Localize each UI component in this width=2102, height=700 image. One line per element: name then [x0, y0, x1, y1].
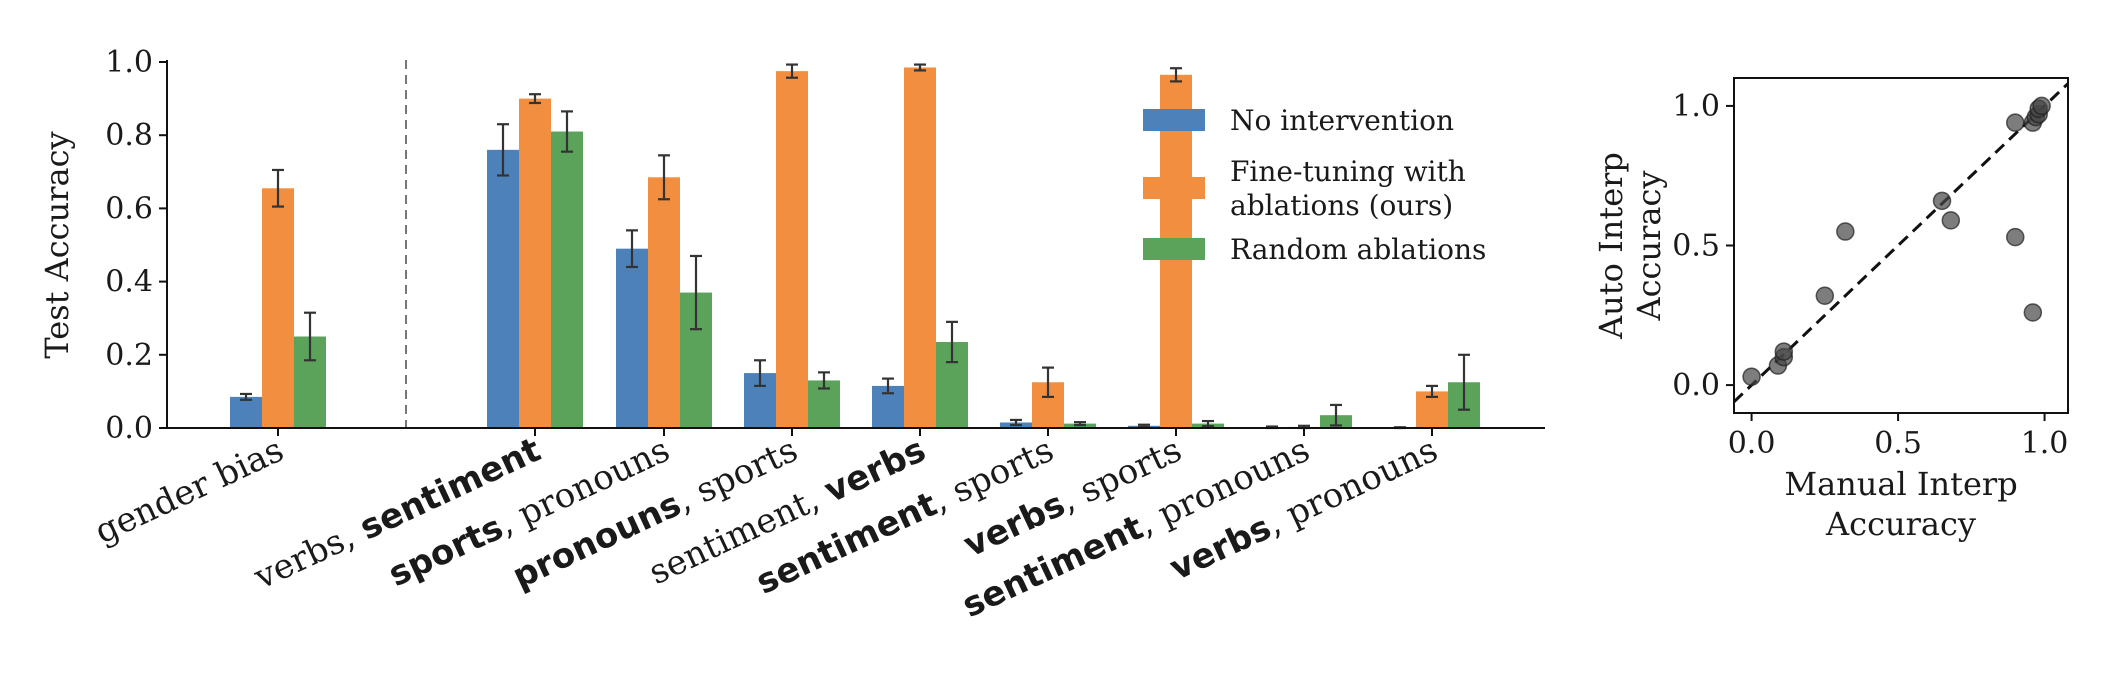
- y-tick-label: 1.0: [1672, 89, 1720, 124]
- bar: [519, 98, 551, 428]
- legend-entry: No intervention: [1230, 104, 1454, 137]
- bar: [230, 396, 262, 428]
- y-axis-label: Auto InterpAccuracy: [1592, 152, 1668, 340]
- bar: [262, 188, 294, 428]
- error-bar: [690, 254, 702, 331]
- scatter-point: [1774, 342, 1794, 361]
- category-label-part: verbs,: [247, 512, 370, 598]
- error-bar: [1426, 384, 1438, 398]
- category-label-part: gender bias: [89, 430, 290, 552]
- scatter-point: [1932, 191, 1952, 211]
- legend-swatch: [1143, 238, 1205, 260]
- error-bar: [658, 154, 670, 201]
- error-bar: [914, 63, 926, 72]
- y-tick-label: 0.6: [105, 191, 153, 226]
- legend-swatch: [1143, 109, 1205, 131]
- scatter-point: [2032, 96, 2051, 116]
- error-bar: [240, 392, 252, 401]
- x-tick-label: 0.5: [1874, 426, 1922, 461]
- scatter-point: [2006, 113, 2025, 132]
- error-bar: [882, 377, 894, 395]
- bar: [551, 131, 583, 429]
- bar: [487, 149, 519, 428]
- error-bar: [1458, 353, 1470, 411]
- scatter-point: [2006, 227, 2025, 247]
- legend-swatch: [1143, 177, 1205, 199]
- x-tick-label: 0.0: [1728, 426, 1776, 461]
- x-tick-label: 1.0: [2021, 426, 2069, 461]
- legend: No intervention Fine-tuning with ablations…: [1143, 104, 1486, 266]
- error-bar: [1202, 419, 1214, 428]
- scatter-point: [1941, 211, 1961, 230]
- error-bar: [304, 311, 316, 362]
- error-bar: [1170, 67, 1182, 83]
- error-bar: [497, 123, 509, 177]
- error-bar: [754, 359, 766, 388]
- error-bar: [1074, 421, 1086, 427]
- bar: [904, 67, 936, 429]
- y-tick-label: 0.0: [1672, 368, 1720, 403]
- category-label: gender bias: [89, 430, 290, 552]
- y-tick-label: 0.2: [105, 338, 153, 373]
- error-bar: [626, 229, 638, 269]
- bar: [776, 71, 808, 429]
- error-bar: [818, 371, 830, 390]
- x-axis-label: Manual Interp Accuracy: [1784, 465, 2017, 543]
- y-tick-label: 0.0: [105, 411, 153, 446]
- error-bar: [946, 320, 958, 364]
- scatter-point: [1836, 222, 1855, 241]
- y-tick-label: 1.0: [105, 45, 153, 80]
- y-tick-label: 0.5: [1672, 229, 1720, 264]
- legend-entry: Fine-tuning with ablations (ours): [1230, 155, 1466, 222]
- error-bar: [561, 110, 573, 153]
- y-tick-label: 0.4: [105, 265, 153, 300]
- error-bar: [1010, 418, 1022, 427]
- error-bar: [529, 93, 541, 105]
- bar-chart: 0.0 0.2 0.4 0.6 0.8 1.0 Test Accuracy gender bi…: [38, 45, 1545, 626]
- error-bar: [1042, 366, 1054, 398]
- scatter-point: [1742, 367, 1761, 386]
- legend-entry: Random ablations: [1230, 233, 1486, 266]
- error-bar: [786, 63, 798, 79]
- scatter-point: [2023, 303, 2043, 322]
- error-bar: [1330, 403, 1342, 427]
- y-tick-label: 0.8: [105, 118, 153, 153]
- error-bar: [1138, 423, 1150, 429]
- bar: [616, 248, 648, 428]
- error-bar: [272, 168, 284, 208]
- y-axis-label: Test Accuracy: [38, 131, 76, 358]
- scatter-point: [1815, 286, 1835, 305]
- bar: [648, 177, 680, 428]
